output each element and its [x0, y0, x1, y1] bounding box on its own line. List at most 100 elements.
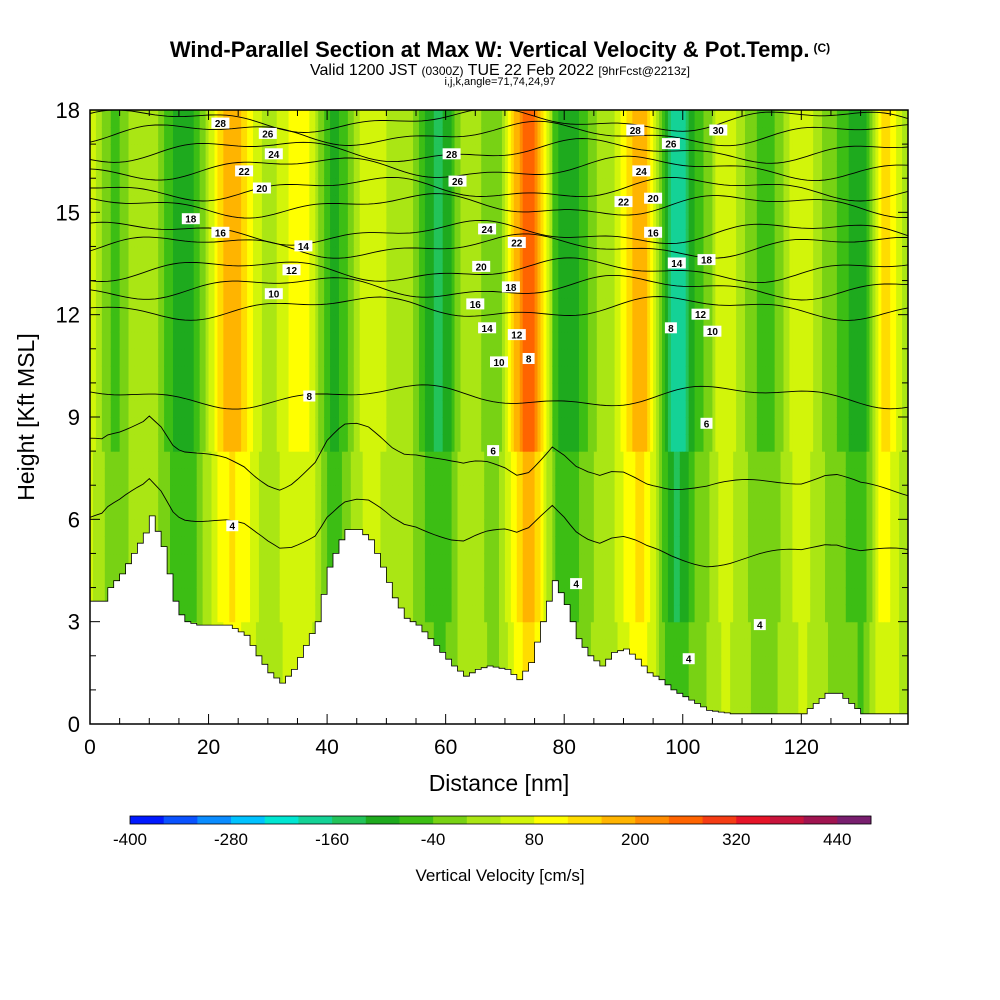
field-cell [238, 587, 242, 606]
field-cell [451, 246, 456, 265]
field-cell [324, 178, 328, 196]
field-cell [442, 638, 447, 657]
field-cell [418, 246, 423, 265]
field-cell [250, 127, 254, 145]
field-cell [478, 280, 482, 299]
field-cell [285, 587, 290, 606]
field-cell [175, 382, 180, 401]
field-cell [261, 110, 266, 128]
field-cell [487, 587, 491, 606]
field-cell [229, 280, 233, 299]
field-cell [484, 621, 488, 640]
field-cell [487, 621, 491, 640]
field-cell [196, 348, 201, 367]
field-cell [454, 519, 459, 537]
field-cell [371, 212, 376, 230]
field-cell [395, 263, 399, 282]
field-cell [232, 570, 236, 589]
field-cell [380, 434, 385, 452]
field-cell [146, 451, 150, 469]
field-cell [327, 434, 331, 452]
field-cell [202, 502, 207, 520]
field-cell [119, 451, 124, 469]
field-cell [297, 451, 302, 469]
field-cell [469, 485, 473, 503]
field-cell [294, 638, 299, 657]
field-cell [499, 604, 503, 623]
field-cell [273, 638, 278, 657]
field-cell [244, 553, 248, 572]
field-cell [235, 246, 239, 265]
field-cell [338, 144, 343, 162]
field-cell [187, 178, 192, 196]
field-cell [288, 570, 293, 589]
field-cell [170, 280, 174, 299]
field-cell [276, 638, 281, 657]
field-cell [404, 161, 408, 179]
field-cell [416, 246, 420, 265]
field-cell [140, 382, 144, 401]
field-cell [463, 519, 467, 537]
field-cell [356, 382, 361, 401]
field-cell [202, 417, 207, 435]
field-cell [131, 314, 136, 333]
field-cell [401, 434, 405, 452]
field-cell [258, 229, 263, 248]
field-cell [128, 348, 133, 367]
field-cell [170, 382, 174, 401]
field-cell [401, 502, 405, 520]
field-cell [107, 246, 112, 265]
field-cell [128, 297, 133, 316]
field-cell [401, 365, 405, 384]
field-cell [493, 212, 497, 230]
field-cell [241, 621, 245, 640]
field-cell [101, 434, 106, 452]
field-cell [416, 144, 420, 162]
field-cell [404, 195, 408, 213]
field-cell [365, 331, 370, 350]
field-cell [418, 280, 423, 299]
field-cell [226, 604, 230, 623]
field-cell [374, 212, 379, 230]
field-cell [454, 604, 459, 623]
field-cell [146, 178, 150, 196]
field-cell [398, 468, 402, 486]
field-cell [270, 246, 275, 265]
field-cell [359, 451, 364, 469]
field-cell [164, 331, 168, 350]
field-cell [161, 417, 165, 435]
field-cell [448, 638, 453, 657]
field-cell [493, 195, 497, 213]
field-cell [250, 621, 254, 640]
field-cell [137, 212, 141, 230]
field-cell [327, 297, 331, 316]
field-cell [146, 195, 150, 213]
field-cell [424, 110, 429, 128]
field-cell [238, 570, 242, 589]
field-cell [172, 127, 177, 145]
field-cell [306, 161, 310, 179]
field-cell [149, 246, 153, 265]
field-cell [341, 382, 346, 401]
field-cell [250, 604, 254, 623]
field-cell [288, 229, 293, 248]
field-cell [407, 178, 411, 196]
field-cell [110, 348, 115, 367]
field-cell [496, 314, 500, 333]
field-cell [122, 331, 127, 350]
field-cell [181, 485, 186, 503]
field-cell [356, 502, 361, 520]
field-cell [149, 399, 153, 418]
field-cell [303, 331, 307, 350]
field-cell [172, 263, 177, 282]
field-cell [347, 331, 352, 350]
field-cell [244, 502, 248, 520]
field-cell [341, 365, 346, 384]
field-cell [241, 331, 245, 350]
field-cell [442, 382, 447, 401]
field-cell [327, 417, 331, 435]
field-cell [377, 314, 382, 333]
field-cell [285, 314, 290, 333]
field-cell [297, 127, 302, 145]
field-cell [92, 485, 97, 503]
